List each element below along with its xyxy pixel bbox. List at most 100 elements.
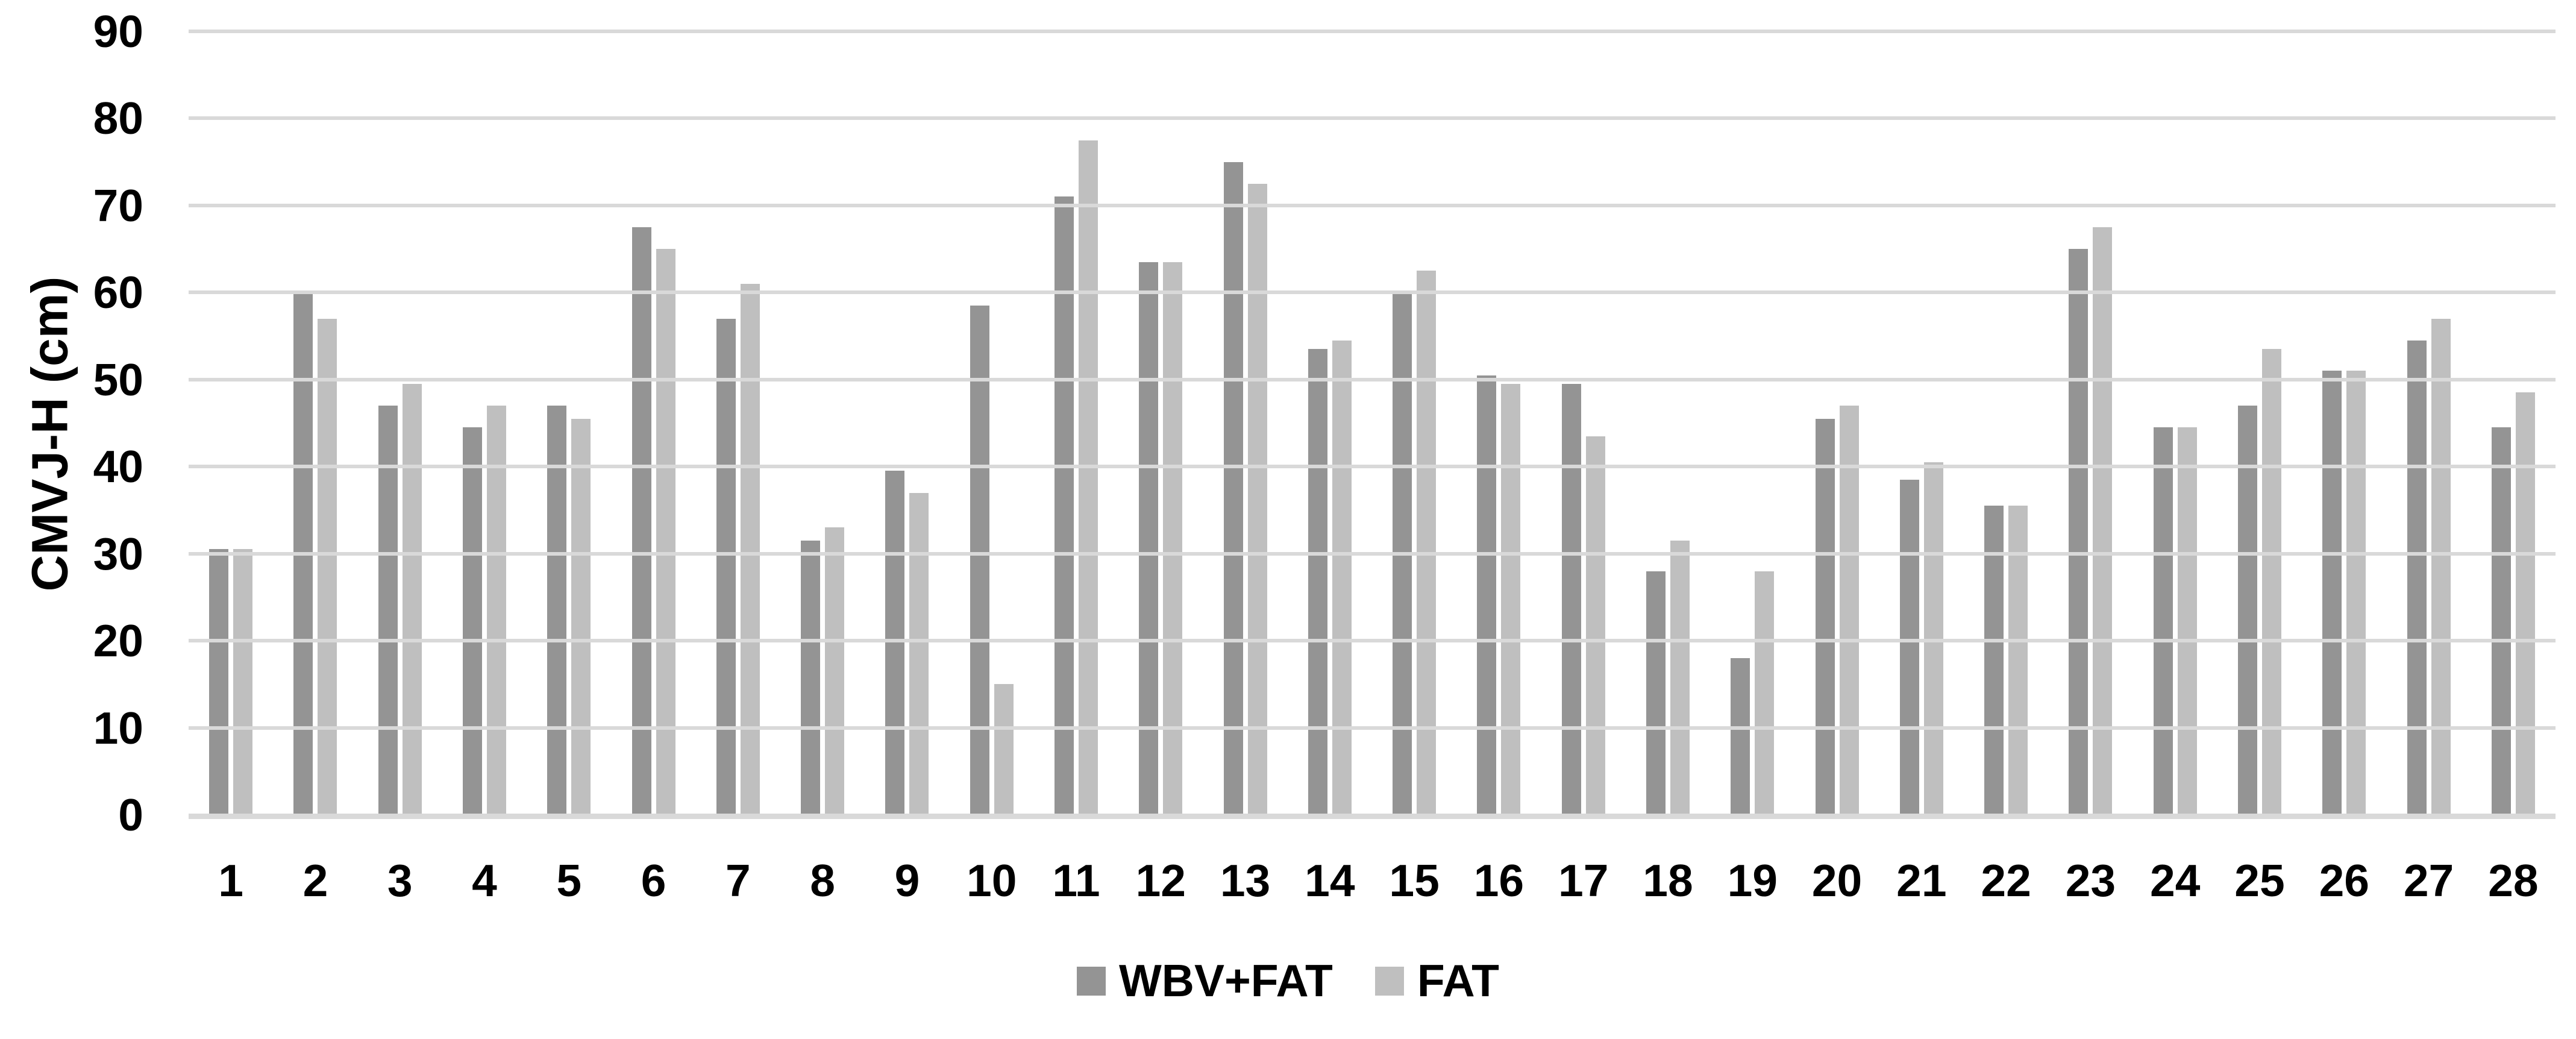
bar-fat-28 (2515, 392, 2535, 815)
bar-fat-24 (2177, 427, 2197, 815)
bar-wbv-fat-28 (2491, 427, 2511, 815)
bar-group-27 (2386, 31, 2471, 815)
legend-item-wbv-fat: WBV+FAT (1077, 958, 1333, 1003)
x-tick-label-15: 15 (1389, 855, 1440, 906)
bar-fat-22 (2008, 506, 2028, 815)
x-tick-label-13: 13 (1220, 855, 1271, 906)
bar-fat-3 (402, 384, 422, 815)
gridline-20 (189, 639, 2556, 643)
bar-group-6 (611, 31, 695, 815)
bar-wbv-fat-10 (970, 306, 989, 815)
x-tick-label-10: 10 (966, 855, 1017, 906)
y-tick-label-50: 50 (93, 354, 143, 405)
bar-wbv-fat-13 (1223, 162, 1243, 815)
y-tick-label-60: 60 (93, 267, 143, 318)
x-tick-label-24: 24 (2149, 855, 2201, 906)
x-tick-label-11: 11 (1052, 855, 1100, 906)
x-tick-label-4: 4 (472, 855, 497, 906)
x-tick-label-23: 23 (2065, 855, 2116, 906)
bar-wbv-fat-24 (2153, 427, 2173, 815)
bar-fat-19 (1755, 571, 1775, 815)
bar-wbv-fat-11 (1054, 196, 1074, 815)
bar-group-22 (1964, 31, 2048, 815)
bar-group-9 (865, 31, 949, 815)
bar-wbv-fat-27 (2407, 340, 2427, 815)
x-tick-label-26: 26 (2319, 855, 2369, 906)
bar-wbv-fat-21 (1899, 479, 1919, 815)
x-tick-label-17: 17 (1558, 855, 1609, 906)
x-tick-label-2: 2 (302, 855, 328, 906)
bar-fat-9 (909, 492, 929, 815)
bar-group-1 (189, 31, 273, 815)
x-tick-label-14: 14 (1305, 855, 1355, 906)
bar-wbv-fat-6 (631, 227, 651, 815)
bar-group-20 (1794, 31, 1879, 815)
bar-wbv-fat-12 (1139, 262, 1159, 815)
y-tick-label-30: 30 (93, 528, 143, 579)
x-tick-label-21: 21 (1896, 855, 1947, 906)
bar-fat-5 (571, 418, 591, 815)
bar-wbv-fat-26 (2322, 371, 2342, 815)
bar-wbv-fat-14 (1308, 349, 1327, 815)
bar-group-23 (2048, 31, 2133, 815)
x-axis-line (189, 814, 2556, 819)
bar-fat-25 (2261, 349, 2281, 815)
bar-fat-17 (1585, 436, 1605, 815)
bar-group-21 (1879, 31, 1964, 815)
bar-group-7 (696, 31, 780, 815)
gridline-10 (189, 726, 2556, 730)
legend-swatch-fat (1374, 966, 1404, 996)
gridline-40 (189, 465, 2556, 469)
gridline-90 (189, 30, 2556, 33)
bar-group-19 (1710, 31, 1794, 815)
gridline-80 (189, 116, 2556, 121)
bar-group-12 (1118, 31, 1203, 815)
bar-fat-26 (2346, 371, 2366, 815)
bar-fat-23 (2093, 227, 2113, 815)
bar-fat-10 (994, 684, 1014, 815)
legend-label: FAT (1417, 955, 1499, 1006)
legend-label: WBV+FAT (1119, 955, 1333, 1006)
bar-fat-2 (318, 318, 337, 815)
x-tick-label-12: 12 (1135, 855, 1186, 906)
bar-fat-7 (740, 283, 760, 815)
y-tick-label-90: 90 (93, 6, 143, 57)
x-tick-label-8: 8 (810, 855, 835, 906)
x-tick-label-25: 25 (2234, 855, 2285, 906)
bar-wbv-fat-7 (716, 318, 736, 815)
bar-wbv-fat-16 (1477, 375, 1497, 815)
x-tick-label-5: 5 (556, 855, 582, 906)
plot-area (189, 30, 2556, 819)
bar-group-5 (527, 31, 611, 815)
bar-group-17 (1541, 31, 1626, 815)
bar-wbv-fat-25 (2237, 406, 2257, 815)
bar-group-18 (1626, 31, 1710, 815)
x-tick-label-7: 7 (725, 855, 751, 906)
bar-fat-14 (1332, 340, 1352, 815)
bar-group-10 (950, 31, 1034, 815)
bar-wbv-fat-23 (2069, 249, 2089, 815)
bar-wbv-fat-8 (801, 541, 821, 815)
x-tick-label-20: 20 (1811, 855, 1863, 906)
bar-fat-21 (1923, 462, 1943, 815)
x-tick-label-27: 27 (2403, 855, 2454, 906)
bar-wbv-fat-22 (1984, 506, 2004, 815)
x-tick-label-9: 9 (894, 855, 920, 906)
gridline-70 (189, 203, 2556, 207)
legend-item-fat: FAT (1374, 955, 1499, 1006)
x-tick-label-1: 1 (218, 855, 243, 906)
y-tick-label-0: 0 (118, 789, 143, 840)
bar-wbv-fat-18 (1646, 571, 1666, 815)
bar-fat-1 (233, 549, 253, 815)
bar-fat-16 (1501, 384, 1521, 815)
bar-fat-6 (656, 249, 675, 815)
bar-fat-8 (825, 527, 845, 815)
x-tick-label-19: 19 (1727, 855, 1778, 906)
bar-wbv-fat-4 (462, 427, 482, 815)
x-tick-label-3: 3 (387, 855, 413, 906)
bar-group-15 (1372, 31, 1456, 815)
legend: WBV+FAT FAT (0, 958, 2576, 1003)
bar-group-24 (2133, 31, 2217, 815)
gridline-50 (189, 377, 2556, 381)
